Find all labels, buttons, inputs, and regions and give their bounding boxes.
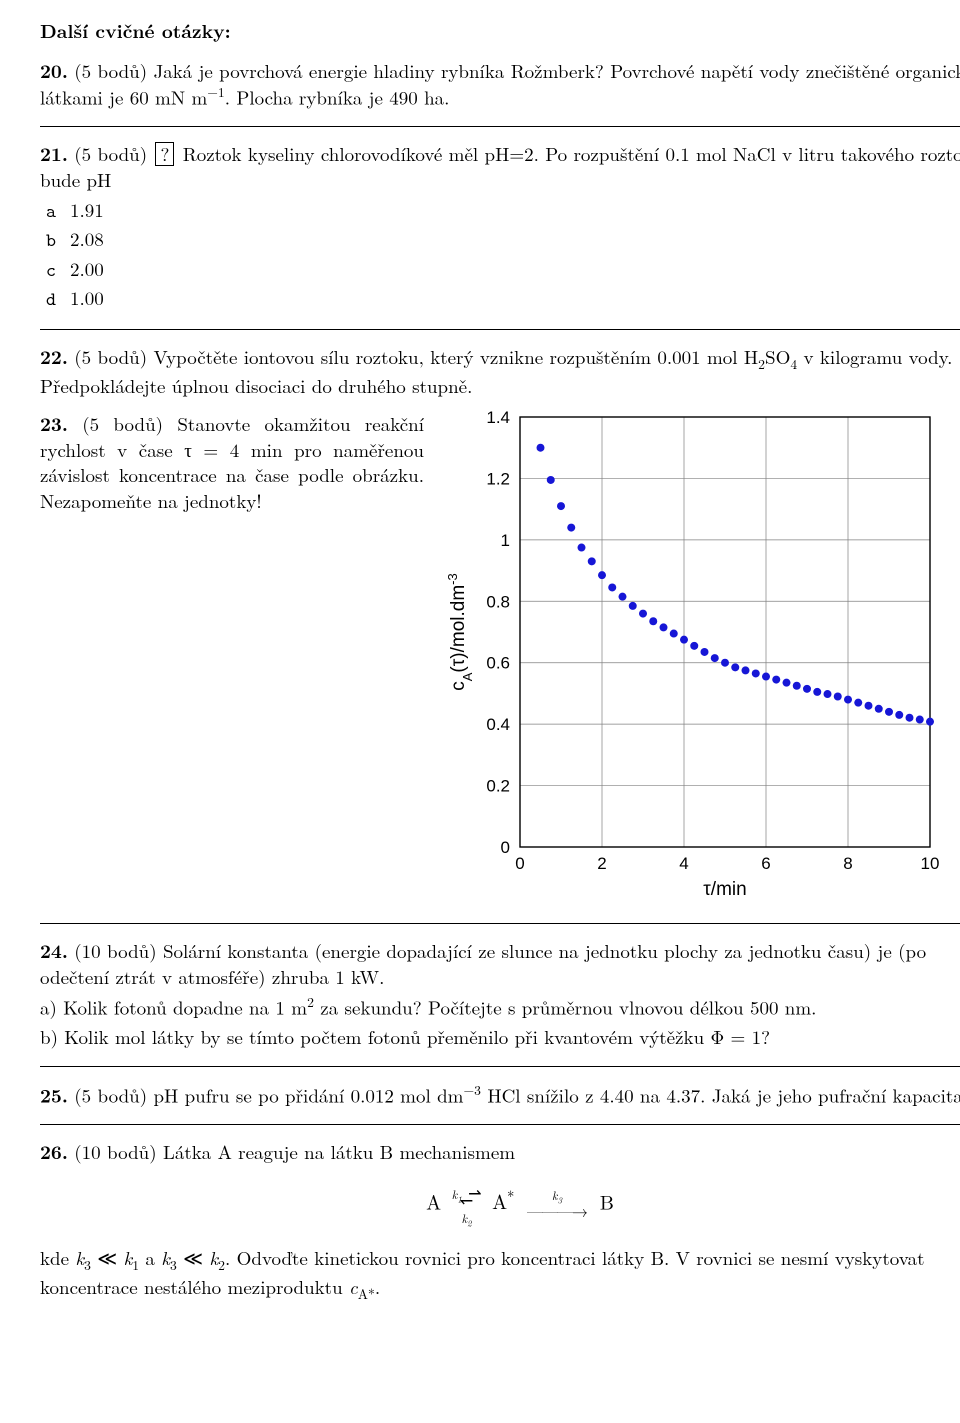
svg-text:2: 2 xyxy=(597,854,606,873)
question-25: 25. (5 bodů) pH pufru se po přidání 0.01… xyxy=(40,1081,960,1108)
q-num: 22. xyxy=(40,342,68,370)
separator xyxy=(40,1124,960,1125)
svg-text:8: 8 xyxy=(843,854,852,873)
q-points: (5 bodů) xyxy=(74,57,147,84)
option-d: d1.00 xyxy=(46,285,960,313)
option-b: b2.08 xyxy=(46,226,960,254)
q-points: (10 bodů) xyxy=(74,1138,156,1165)
svg-text:0.8: 0.8 xyxy=(486,592,510,611)
question-24: 24. (10 bodů) Solární konstanta (energie… xyxy=(40,938,960,1050)
q-line-b: b) Kolik mol látky by se tímto počtem fo… xyxy=(40,1024,960,1050)
q-text-2a: kde xyxy=(40,1244,75,1271)
svg-text:1.2: 1.2 xyxy=(486,469,510,488)
q-points: (5 bodů) xyxy=(74,140,147,167)
svg-text:τ/min: τ/min xyxy=(703,879,746,900)
svg-text:cA(τ)/mol.dm-3: cA(τ)/mol.dm-3 xyxy=(445,573,475,690)
q-text-2b: a xyxy=(139,1244,161,1271)
q-line-a: a) Kolik fotonů dopadne na 1 m xyxy=(40,994,307,1021)
sup: −3 xyxy=(464,1080,481,1099)
q-num: 25. xyxy=(40,1080,68,1108)
separator xyxy=(40,126,960,127)
k1: k xyxy=(124,1244,133,1271)
svg-text:0.4: 0.4 xyxy=(486,715,510,734)
cAstar: c xyxy=(349,1273,358,1300)
q-text: Jaká je povrchová energie hladiny rybník… xyxy=(40,57,960,111)
svg-text:1.4: 1.4 xyxy=(486,408,510,427)
q-num: 23. xyxy=(40,409,68,437)
svg-text:0.6: 0.6 xyxy=(486,654,510,673)
boxed-mark: ? xyxy=(155,142,174,166)
svg-text:0: 0 xyxy=(501,838,510,857)
q-text: Vypočtěte iontovou sílu roztoku, který v… xyxy=(147,343,758,370)
question-23-row: 23. (5 bodů) Stanovte okamžitou reakční … xyxy=(40,407,960,907)
q-points: (5 bodů) xyxy=(82,410,163,437)
opt-value: 2.00 xyxy=(70,255,104,282)
question-23: 23. (5 bodů) Stanovte okamžitou reakční … xyxy=(40,407,424,518)
sub: 2 xyxy=(758,354,765,373)
sup: 2 xyxy=(307,992,314,1011)
opt-letter: c xyxy=(46,258,70,284)
svg-text:6: 6 xyxy=(761,854,770,873)
opt-letter: b xyxy=(46,228,70,254)
question-22: 22. (5 bodů) Vypočtěte iontovou sílu roz… xyxy=(40,344,960,399)
chart-container: 0 2 4 6 8 10 0 0.2 0.4 0.6 0.8 1 1.2 1.4 τ/min cA(τ)/mo… xyxy=(442,407,960,907)
option-a: a1.91 xyxy=(46,197,960,225)
q-num: 26. xyxy=(40,1137,68,1165)
q-num: 20. xyxy=(40,56,68,84)
q-num: 21. xyxy=(40,139,68,167)
separator xyxy=(40,1066,960,1067)
opt-value: 1.00 xyxy=(70,284,104,311)
species-A: A xyxy=(426,1186,441,1215)
species-B: B xyxy=(600,1186,614,1215)
equilibrium-arrows: k1 ⇀ ↽ k2 xyxy=(452,1183,482,1228)
q-text-2: . Plocha rybníka je 490 ha. xyxy=(225,84,450,111)
separator xyxy=(40,329,960,330)
q-text: Látka A reaguje na látku B mechanismem xyxy=(157,1138,515,1165)
svg-text:4: 4 xyxy=(679,854,688,873)
opt-value: 1.91 xyxy=(70,196,104,223)
reaction-scheme: A k1 ⇀ ↽ k2 A*A* k3 ———→ B xyxy=(40,1183,960,1228)
option-c: c2.00 xyxy=(46,256,960,284)
separator xyxy=(40,923,960,924)
options-list: a1.91 b2.08 c2.00 d1.00 xyxy=(46,197,960,314)
k2: k xyxy=(209,1244,218,1271)
q-points: (5 bodů) xyxy=(74,1081,147,1108)
q-text: Roztok kyseliny chlorovodíkové měl pH=2.… xyxy=(40,140,960,193)
svg-text:0: 0 xyxy=(515,854,524,873)
k3: k xyxy=(75,1244,84,1271)
question-26: 26. (10 bodů) Látka A reaguje na látku B… xyxy=(40,1139,960,1304)
q-text: Solární konstanta (energie dopadající ze… xyxy=(40,937,926,990)
concentration-chart: 0 2 4 6 8 10 0 0.2 0.4 0.6 0.8 1 1.2 1.4 τ/min cA(τ)/mo… xyxy=(442,407,942,907)
q-num: 24. xyxy=(40,936,68,964)
svg-text:1: 1 xyxy=(501,531,510,550)
q-text-2: HCl snížilo z 4.40 na 4.37. Jaká je jeho… xyxy=(481,1081,960,1108)
q-text: pH pufru se po přidání 0.012 mol dm xyxy=(147,1081,463,1108)
opt-letter: d xyxy=(46,287,70,313)
q-points: (5 bodů) xyxy=(74,343,147,370)
page-title: Další cvičné otázky: xyxy=(40,18,960,44)
period: . xyxy=(375,1273,380,1300)
opt-value: 2.08 xyxy=(70,225,104,252)
species-A-star: A*A* xyxy=(492,1186,514,1215)
rate-k2: k2 xyxy=(462,1210,472,1227)
q-exp: −1 xyxy=(207,82,224,101)
q-text-2: SO xyxy=(765,343,790,370)
q-line-a2: za sekundu? Počítejte s průměrnou vlnovo… xyxy=(314,994,817,1021)
question-20: 20. (5 bodů) Jaká je povrchová energie h… xyxy=(40,58,960,111)
forward-arrow: k3 ———→ xyxy=(527,1191,587,1219)
q-points: (10 bodů) xyxy=(74,937,156,964)
opt-letter: a xyxy=(46,199,70,225)
svg-text:0.2: 0.2 xyxy=(486,777,510,796)
question-21: 21. (5 bodů) ? Roztok kyseliny chlorovod… xyxy=(40,141,960,313)
svg-text:10: 10 xyxy=(921,854,940,873)
k3b: k xyxy=(161,1244,170,1271)
